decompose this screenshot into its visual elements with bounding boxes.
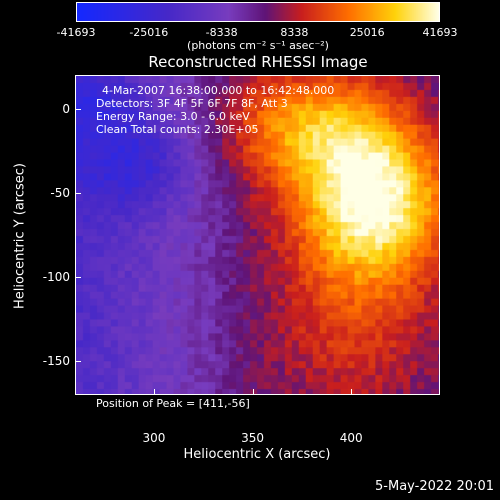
y-tick-label: 0 [62, 101, 70, 116]
x-tick-mark [351, 389, 353, 395]
x-axis-label: Heliocentric X (arcsec) [183, 447, 331, 462]
x-tick-label: 400 [339, 431, 363, 445]
colorbar [76, 2, 440, 22]
colorbar-tick-label: 25016 [349, 26, 385, 39]
colorbar-tick-label: 8338 [280, 26, 309, 39]
annotation-clean: Clean Total counts: 2.30E+05 [96, 123, 259, 136]
y-axis-label: Heliocentric Y (arcsec) [12, 163, 28, 309]
colorbar-tick-label: -8338 [205, 26, 238, 39]
x-tick-label: 300 [142, 431, 166, 445]
chart-title: Reconstructed RHESSI Image [148, 53, 368, 71]
annotation-detectors: Detectors: 3F 4F 5F 6F 7F 8F, Att 3 [96, 97, 288, 110]
colorbar-tick-label: 41693 [422, 26, 458, 39]
footer-date: 5-May-2022 20:01 [375, 479, 494, 494]
x-tick-label: 350 [241, 431, 265, 445]
x-tick-mark [252, 389, 254, 395]
colorbar-tick-label: -41693 [56, 26, 96, 39]
y-tick-label: -100 [42, 270, 70, 285]
y-tick-mark [75, 108, 81, 110]
colorbar-tick-label: -25016 [129, 26, 169, 39]
heatmap-plot [75, 75, 440, 395]
y-tick-mark [75, 277, 81, 279]
annotation-energy: Energy Range: 3.0 - 6.0 keV [96, 110, 250, 123]
colorbar-units: (photons cm⁻² s⁻¹ asec⁻²) [187, 39, 329, 52]
annotation-time: 4-Mar-2007 16:38:00.000 to 16:42:48.000 [102, 84, 335, 97]
heatmap-image [76, 76, 439, 394]
y-tick-mark [75, 361, 81, 363]
x-tick-mark [153, 389, 155, 395]
y-tick-mark [75, 192, 81, 194]
y-tick-label: -50 [50, 185, 70, 200]
y-tick-label: -150 [42, 354, 70, 369]
peak-position-label: Position of Peak = [411,-56] [96, 397, 250, 410]
